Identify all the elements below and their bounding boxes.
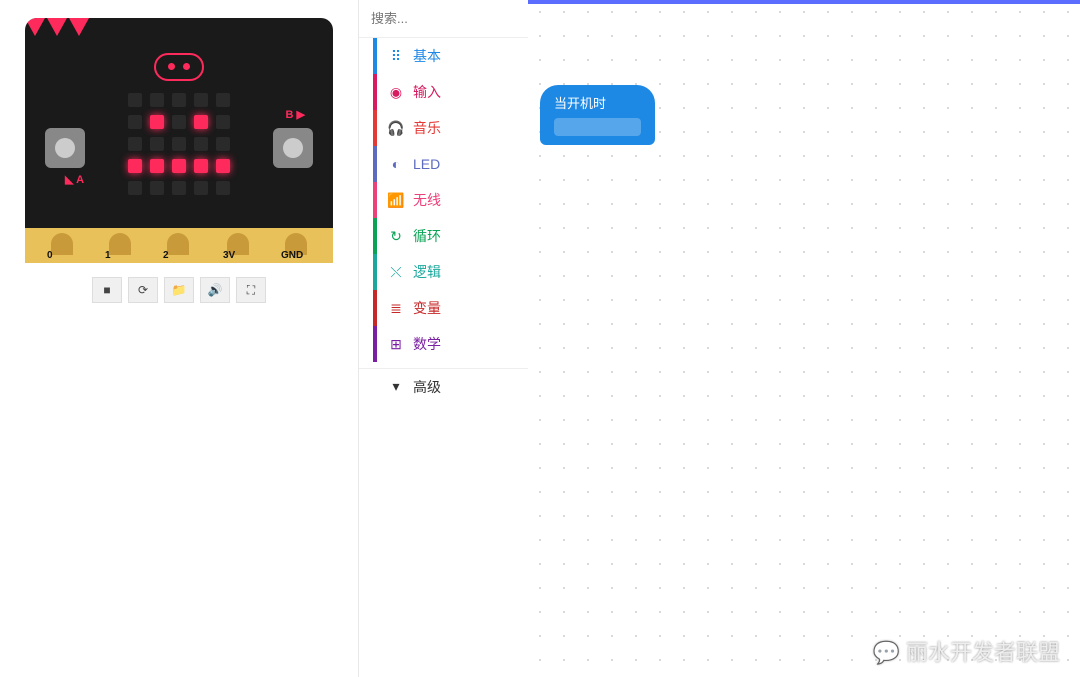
category-label: 高级 (413, 377, 441, 397)
category-icon: ▾ (387, 378, 405, 395)
category-icon: ◐ (387, 156, 405, 172)
category-循环[interactable]: ↻ 循环 (359, 218, 528, 254)
led-pixel (172, 137, 186, 151)
category-icon: ⤬ (387, 264, 405, 281)
led-matrix (128, 93, 230, 195)
category-逻辑[interactable]: ⤬ 逻辑 (359, 254, 528, 290)
led-pixel (194, 115, 208, 129)
category-基本[interactable]: ⠿ 基本 (359, 38, 528, 74)
button-b[interactable] (273, 128, 313, 168)
simulator-toolbar: ■⟳📁🔊⛶ (89, 277, 269, 303)
category-输入[interactable]: ◉ 输入 (359, 74, 528, 110)
category-icon: 🎧 (387, 120, 405, 137)
search-input[interactable] (371, 11, 547, 26)
fullscreen-button[interactable]: ⛶ (236, 277, 266, 303)
pin-label: 0 (47, 250, 53, 261)
stop-button[interactable]: ■ (92, 277, 122, 303)
blocks-workspace[interactable]: 当开机时 无限循环 如果为 数字读取引脚 P5 = 0 则 (528, 0, 1080, 677)
led-pixel (128, 115, 142, 129)
category-icon: ⠿ (387, 48, 405, 65)
pin-label: 3V (223, 250, 235, 261)
category-label: 基本 (413, 46, 441, 66)
category-变量[interactable]: ≣ 变量 (359, 290, 528, 326)
led-pixel (194, 137, 208, 151)
microbit-board: ◣ A B ▶ 0123VGND (25, 18, 333, 263)
led-pixel (216, 115, 230, 129)
led-pixel (216, 159, 230, 173)
led-pixel (172, 115, 186, 129)
folder-button[interactable]: 📁 (164, 277, 194, 303)
led-pixel (150, 181, 164, 195)
simulator-panel: ◣ A B ▶ 0123VGND ■⟳📁🔊⛶ (0, 0, 358, 677)
category-无线[interactable]: 📶 无线 (359, 182, 528, 218)
category-toolbox: 🔍 ⠿ 基本 ◉ 输入 🎧 音乐 ◐ LED 📶 无线 ↻ 循环 ⤬ 逻辑 ≣ 变量 ⊞ 数学 ▾ 高级 (358, 0, 528, 677)
category-icon: 📶 (387, 192, 405, 209)
category-label: 变量 (413, 298, 441, 318)
category-高级[interactable]: ▾ 高级 (359, 368, 528, 404)
block-label: 当开机时 (554, 93, 641, 112)
led-pixel (216, 181, 230, 195)
category-label: LED (413, 156, 440, 172)
category-icon: ⊞ (387, 336, 405, 353)
watermark: 💬 丽水开发者联盟 (872, 635, 1060, 667)
pin-label: 2 (163, 250, 169, 261)
pin-label: GND (281, 250, 303, 261)
led-pixel (128, 93, 142, 107)
category-音乐[interactable]: 🎧 音乐 (359, 110, 528, 146)
category-label: 音乐 (413, 118, 441, 138)
led-pixel (128, 181, 142, 195)
refresh-button[interactable]: ⟳ (128, 277, 158, 303)
led-pixel (172, 93, 186, 107)
button-a[interactable] (45, 128, 85, 168)
led-pixel (216, 137, 230, 151)
category-label: 无线 (413, 190, 441, 210)
category-LED[interactable]: ◐ LED (359, 146, 528, 182)
category-label: 输入 (413, 82, 441, 102)
led-pixel (172, 181, 186, 195)
led-pixel (150, 159, 164, 173)
led-pixel (216, 93, 230, 107)
category-label: 逻辑 (413, 262, 441, 282)
edge-connector: 0 1 2 3V GND (25, 228, 333, 263)
led-pixel (150, 93, 164, 107)
block-on-start[interactable]: 当开机时 (540, 85, 655, 145)
led-pixel (150, 115, 164, 129)
sound-button[interactable]: 🔊 (200, 277, 230, 303)
led-pixel (128, 159, 142, 173)
search-bar: 🔍 (359, 0, 528, 38)
led-pixel (194, 93, 208, 107)
category-数学[interactable]: ⊞ 数学 (359, 326, 528, 362)
category-label: 数学 (413, 334, 441, 354)
category-icon: ↻ (387, 228, 405, 245)
led-pixel (194, 159, 208, 173)
led-pixel (128, 137, 142, 151)
led-pixel (150, 137, 164, 151)
category-icon: ≣ (387, 300, 405, 317)
led-pixel (194, 181, 208, 195)
led-pixel (172, 159, 186, 173)
pin-label: 1 (105, 250, 111, 261)
category-icon: ◉ (387, 84, 405, 101)
category-label: 循环 (413, 226, 441, 246)
